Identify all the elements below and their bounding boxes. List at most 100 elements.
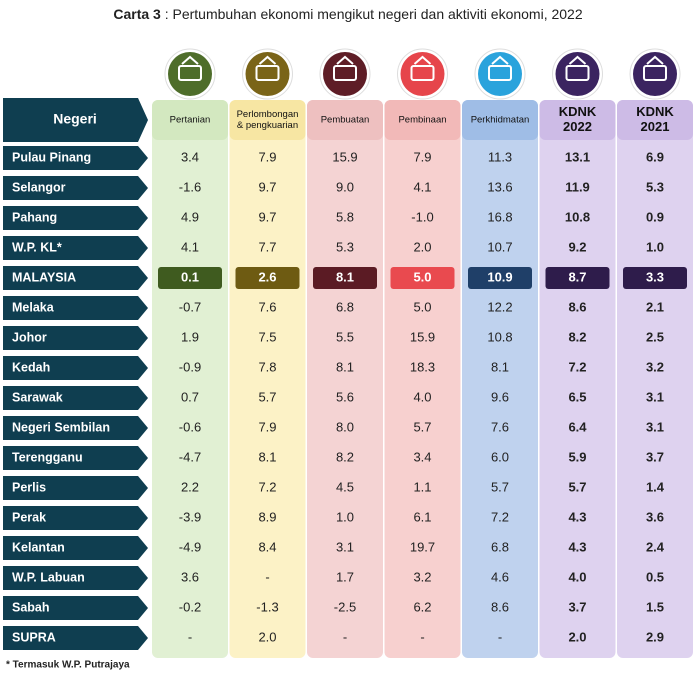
cell-value: 8.1: [336, 269, 354, 284]
row-label-bg: [3, 356, 148, 380]
column-header: Pertanian: [170, 115, 211, 126]
cell-value: 9.7: [258, 179, 276, 194]
row-label-bg: [3, 296, 148, 320]
cell-value: -0.2: [179, 599, 201, 614]
cell-value: 2.0: [413, 239, 431, 254]
cell-value: 9.7: [258, 209, 276, 224]
cell-value: 1.1: [413, 479, 431, 494]
icon: [400, 52, 445, 96]
title-label: Carta 3: [113, 6, 161, 22]
row-label-bg: [3, 626, 148, 650]
row-label: Melaka: [12, 300, 55, 314]
cell-value: 3.1: [646, 419, 664, 434]
icon-glyph: [255, 65, 280, 81]
cell-value: 2.6: [258, 269, 276, 284]
cell-value: 11.3: [488, 149, 512, 164]
row-label: Kedah: [12, 360, 50, 374]
title: Carta 3 : Pertumbuhan ekonomi mengikut n…: [113, 6, 582, 22]
icon-glyph: [568, 55, 587, 65]
cell-value: 2.4: [646, 539, 665, 554]
cell-value: 8.2: [568, 329, 586, 344]
cell-value: 7.8: [258, 359, 276, 374]
icon-glyph: [258, 55, 277, 65]
cell-value: 5.7: [258, 389, 276, 404]
cell-value: 8.1: [491, 359, 509, 374]
cell-value: 5.3: [336, 239, 354, 254]
cell-value: 13.1: [565, 149, 590, 164]
row-label: Selangor: [12, 180, 66, 194]
cell-value: 8.6: [568, 299, 586, 314]
cell-value: -1.6: [179, 179, 201, 194]
cell-value: 7.9: [258, 149, 276, 164]
highlight-cell: [545, 267, 610, 289]
column-header-bg: [307, 100, 383, 140]
cell-value: 9.6: [491, 389, 509, 404]
icon: [555, 52, 600, 96]
cell-value: 8.4: [258, 539, 276, 554]
cell-value: 3.4: [413, 449, 431, 464]
cell-value: 1.0: [336, 509, 354, 524]
cell-value: 1.0: [646, 239, 664, 254]
row-label: W.P. Labuan: [12, 570, 85, 584]
cell-value: 6.1: [413, 509, 431, 524]
row-label: Johor: [12, 330, 47, 344]
cell-value: 7.6: [491, 419, 509, 434]
column-bg: [462, 100, 538, 658]
cell-value: 5.3: [646, 179, 664, 194]
cell-value: 12.2: [487, 299, 512, 314]
cell-value: 2.0: [258, 629, 276, 644]
icon-glyph: [413, 55, 432, 65]
row-label-bg: [3, 326, 148, 350]
icon: [323, 52, 367, 96]
cell-value: -3.9: [179, 509, 201, 524]
cell-value: 4.5: [336, 479, 354, 494]
cell-value: 10.8: [487, 329, 512, 344]
row-label: Negeri Sembilan: [12, 420, 110, 434]
row-label-bg: [3, 146, 148, 170]
row-label: Sabah: [12, 600, 50, 614]
row-label-bg: [3, 446, 148, 470]
cell-value: 7.2: [491, 509, 509, 524]
row-label: W.P. KL*: [12, 240, 62, 254]
cell-value: -0.7: [179, 299, 201, 314]
icon-glyph: [178, 65, 202, 81]
column-header: Pembinaan: [398, 115, 446, 126]
column-header: & pengkuarian: [237, 120, 298, 131]
cell-value: 11.9: [565, 179, 590, 194]
column-header: KDNK: [636, 104, 674, 119]
icon-glyph: [410, 65, 435, 81]
cell-value: 2.1: [646, 299, 664, 314]
cell-value: 3.7: [646, 449, 664, 464]
cell-value: -4.7: [179, 449, 201, 464]
cell-value: 6.8: [336, 299, 354, 314]
row-label-bg: [3, 416, 148, 440]
cell-value: 1.4: [646, 479, 665, 494]
row-label: Pahang: [12, 210, 57, 224]
cell-value: 4.0: [413, 389, 431, 404]
cell-value: 6.5: [568, 389, 586, 404]
row-label: SUPRA: [12, 630, 56, 644]
cell-value: 7.7: [258, 239, 276, 254]
highlight-cell: [468, 267, 532, 289]
column-header: KDNK: [559, 104, 597, 119]
row-label-bg: [3, 266, 148, 290]
cell-value: 16.8: [487, 209, 512, 224]
row-label: Perlis: [12, 480, 46, 494]
cell-value: 7.6: [258, 299, 276, 314]
cell-value: -0.6: [179, 419, 201, 434]
row-header-bg: [3, 98, 148, 142]
cell-value: -: [343, 629, 347, 644]
highlight-cell: [623, 267, 687, 289]
cell-value: -: [420, 629, 424, 644]
cell-value: 4.9: [181, 209, 199, 224]
cell-value: 4.0: [568, 569, 586, 584]
cell-value: 7.9: [258, 419, 276, 434]
cell-value: 4.3: [568, 539, 586, 554]
row-label: MALAYSIA: [12, 270, 76, 284]
cell-value: 3.6: [181, 569, 199, 584]
column-header-bg: [462, 100, 538, 140]
cell-value: 3.2: [413, 569, 431, 584]
cell-value: 7.5: [258, 329, 276, 344]
icon: [245, 52, 290, 96]
cell-value: 7.9: [413, 149, 431, 164]
